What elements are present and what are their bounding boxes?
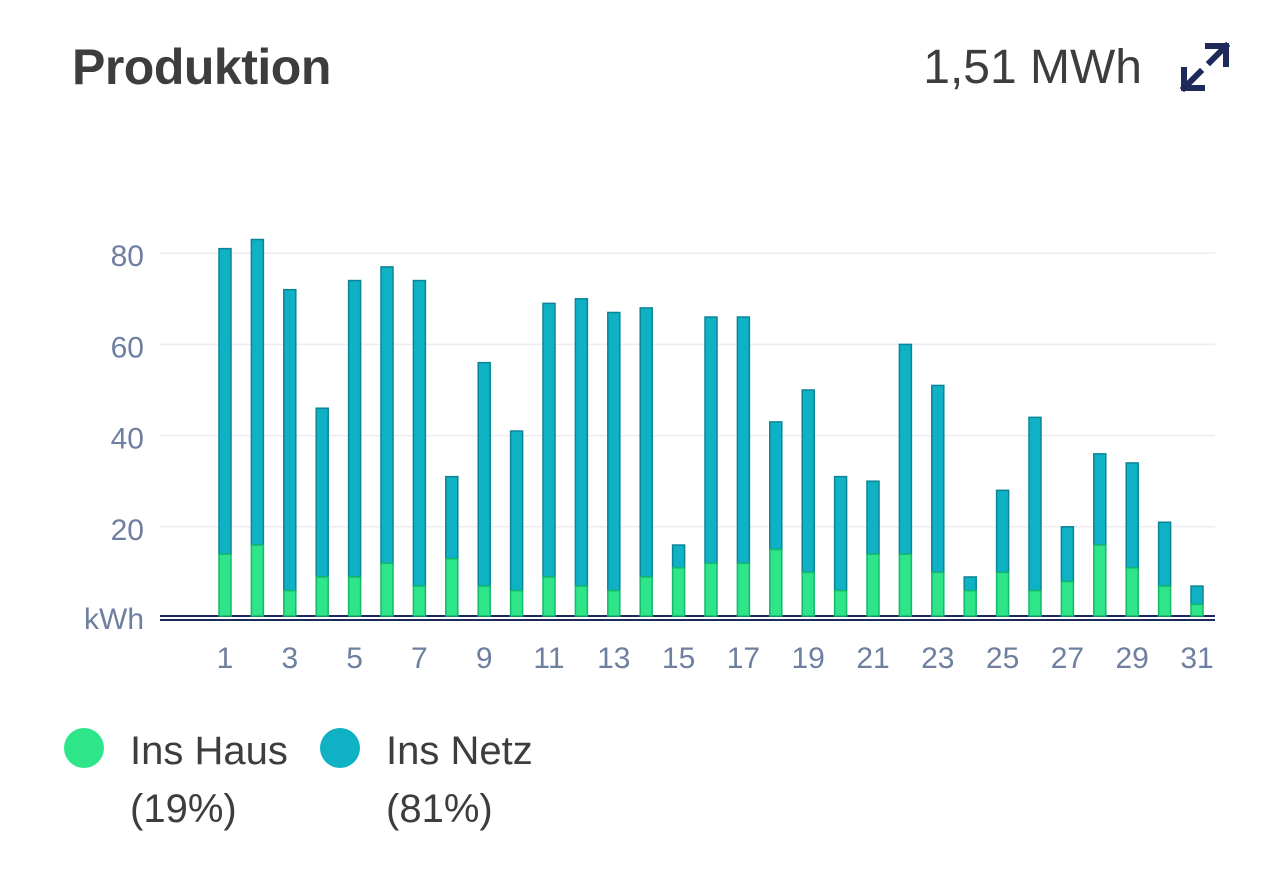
legend-pct-ins-haus: (19%) [130, 787, 237, 831]
bar-ins-netz [769, 421, 783, 551]
bar-ins-haus [898, 553, 913, 617]
y-tick-label: 80 [111, 240, 144, 273]
bar-ins-netz [1190, 585, 1204, 606]
bar-ins-haus [542, 576, 556, 617]
bar-ins-haus [931, 571, 945, 617]
bar-ins-netz [509, 430, 524, 592]
bar-ins-netz [250, 238, 265, 546]
bar-ins-netz [218, 247, 232, 555]
x-tick-label: 29 [1116, 642, 1149, 675]
legend-item-ins-haus[interactable]: Ins Haus (19%) [64, 722, 288, 838]
total-production-value: 1,51 MWh [923, 41, 1142, 94]
y-axis-unit-label: kWh [84, 603, 144, 636]
bar-ins-haus [866, 553, 880, 617]
x-tick-label: 21 [856, 642, 889, 675]
x-tick-label: 5 [346, 642, 363, 675]
x-tick-label: 9 [476, 642, 493, 675]
x-tick-label: 17 [727, 642, 760, 675]
x-tick-label: 13 [597, 642, 630, 675]
legend-pct-ins-netz: (81%) [386, 787, 493, 831]
bar-ins-haus [963, 589, 977, 617]
bar-ins-netz [347, 279, 362, 578]
legend-dot-ins-haus [64, 728, 104, 768]
bar-ins-haus [1190, 603, 1204, 617]
page-title: Produktion [72, 39, 331, 95]
x-tick-label: 23 [921, 642, 954, 675]
bar-ins-netz [1028, 416, 1042, 592]
bar-ins-haus [250, 544, 265, 617]
x-tick-label: 7 [411, 642, 428, 675]
bar-ins-netz [1125, 462, 1139, 569]
bar-ins-netz [574, 298, 589, 587]
bar-ins-haus [509, 589, 524, 617]
bar-ins-netz [898, 343, 913, 555]
bar-ins-netz [866, 480, 880, 555]
bar-ins-haus [477, 585, 491, 617]
bar-ins-haus [315, 576, 329, 617]
bar-ins-haus [769, 548, 783, 617]
y-tick-label: 40 [111, 423, 144, 456]
x-tick-label: 11 [533, 642, 564, 675]
bar-ins-haus [736, 562, 751, 617]
x-tick-label: 3 [281, 642, 298, 675]
bar-ins-haus [380, 562, 394, 617]
x-tick-label: 1 [217, 642, 234, 675]
bar-ins-haus [1157, 585, 1172, 617]
bar-ins-netz [542, 302, 556, 578]
bar-ins-haus [283, 589, 297, 617]
bar-ins-netz [1060, 526, 1075, 583]
bar-ins-netz [931, 384, 945, 574]
legend-item-ins-netz[interactable]: Ins Netz (81%) [320, 722, 533, 838]
bar-ins-haus [639, 576, 653, 617]
bar-ins-haus [445, 557, 459, 617]
bar-ins-haus [1093, 544, 1107, 617]
bar-ins-haus [1125, 567, 1139, 617]
bar-ins-haus [704, 562, 718, 617]
bar-ins-netz [1093, 453, 1107, 546]
bar-ins-netz [736, 316, 751, 565]
bar-ins-netz [1157, 521, 1172, 587]
legend-label-ins-netz: Ins Netz [386, 729, 533, 773]
bar-ins-netz [380, 266, 394, 565]
bar-ins-netz [639, 307, 653, 578]
expand-icon[interactable] [1178, 40, 1232, 94]
x-tick-label: 25 [986, 642, 1019, 675]
bar-ins-netz [315, 407, 329, 578]
bar-ins-haus [1028, 589, 1042, 617]
bar-ins-netz [607, 311, 621, 592]
bar-ins-netz [283, 288, 297, 592]
bar-ins-netz [445, 475, 459, 560]
y-tick-label: 20 [111, 514, 144, 547]
bar-ins-haus [607, 589, 621, 617]
bar-ins-netz [412, 279, 427, 587]
bar-ins-netz [833, 475, 848, 592]
bar-ins-netz [963, 576, 977, 592]
bar-ins-haus [995, 571, 1010, 617]
bar-ins-haus [833, 589, 848, 617]
legend-label-ins-haus: Ins Haus [130, 729, 288, 773]
bar-ins-haus [1060, 580, 1075, 617]
legend-dot-ins-netz [320, 728, 360, 768]
bar-ins-netz [477, 361, 491, 587]
bar-ins-netz [801, 389, 815, 574]
bar-ins-netz [704, 316, 718, 565]
y-tick-label: 60 [111, 331, 144, 364]
bar-ins-haus [347, 576, 362, 617]
bar-ins-netz [671, 544, 686, 569]
x-tick-label: 31 [1180, 642, 1213, 675]
bar-ins-haus [671, 567, 686, 617]
bar-ins-netz [995, 489, 1010, 574]
x-tick-label: 27 [1051, 642, 1084, 675]
bar-ins-haus [801, 571, 815, 617]
x-tick-label: 15 [662, 642, 695, 675]
bar-ins-haus [574, 585, 589, 617]
bar-ins-haus [412, 585, 427, 617]
bar-ins-haus [218, 553, 232, 617]
x-tick-label: 19 [792, 642, 825, 675]
